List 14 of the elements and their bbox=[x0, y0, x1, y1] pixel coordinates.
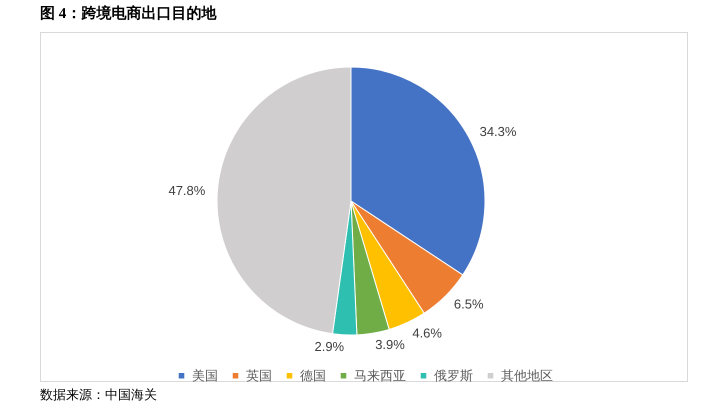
legend-label: 俄罗斯 bbox=[434, 368, 473, 383]
legend-label: 其他地区 bbox=[501, 368, 553, 383]
data-label: 2.9% bbox=[314, 338, 345, 354]
legend-label: 美国 bbox=[192, 368, 218, 383]
legend-label: 马来西亚 bbox=[354, 368, 406, 383]
data-label: 34.3% bbox=[480, 124, 517, 139]
legend-label: 德国 bbox=[300, 368, 326, 383]
chart-title: 图 4：跨境电商出口目的地 bbox=[40, 4, 216, 23]
source-note: 数据来源：中国海关 bbox=[40, 386, 157, 404]
data-label: 4.6% bbox=[412, 325, 442, 340]
data-label: 6.5% bbox=[454, 296, 484, 312]
legend-label: 英国 bbox=[246, 368, 272, 383]
data-label: 3.9% bbox=[375, 336, 406, 352]
data-label: 47.8% bbox=[168, 182, 206, 198]
